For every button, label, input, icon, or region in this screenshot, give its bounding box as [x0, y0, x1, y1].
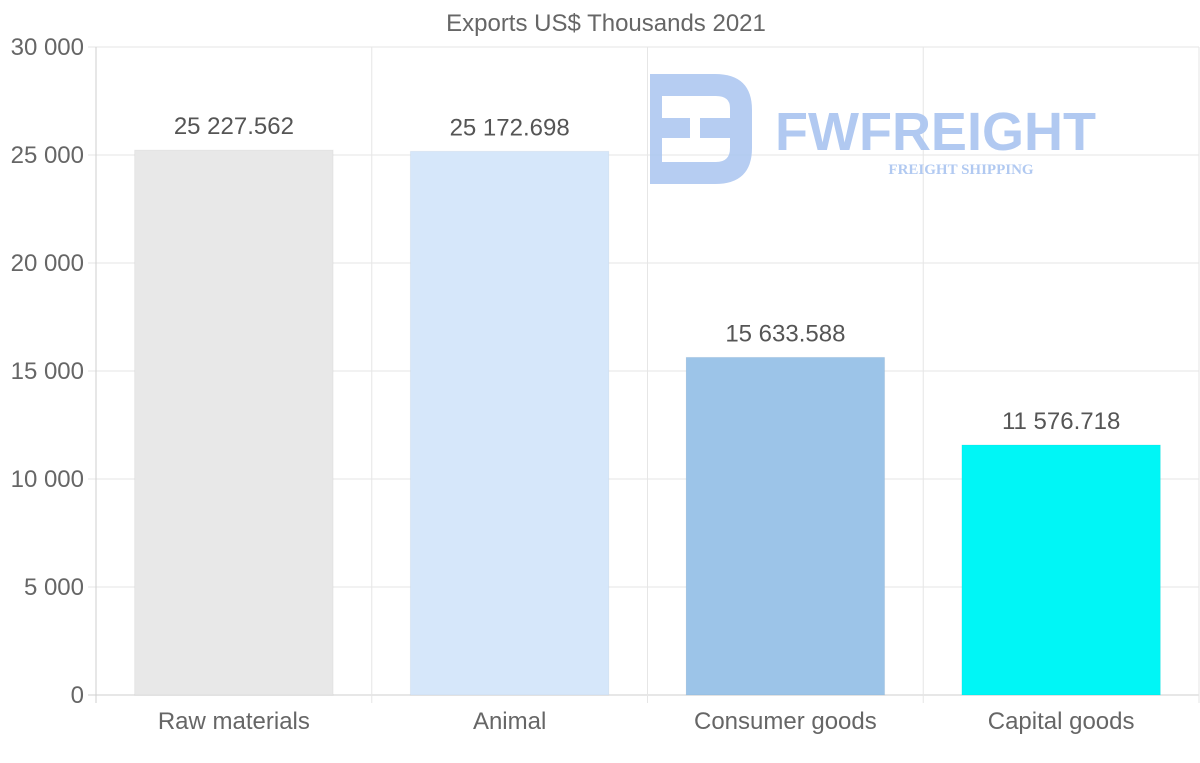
x-axis-labels: Raw materials Animal Consumer goods Capital… [158, 708, 1135, 735]
chart-title: Exports US$ Thousands 2021 [446, 10, 766, 37]
fwfreight-watermark: FWFREIGHT FREIGHT SHIPPING [650, 74, 1096, 184]
bar [134, 149, 334, 696]
x-tick-label: Capital goods [988, 708, 1135, 735]
y-tick-label: 0 [71, 682, 84, 709]
y-tick-label: 5 000 [24, 574, 84, 601]
x-tick-label: Consumer goods [694, 708, 877, 735]
y-tick-label: 30 000 [11, 34, 84, 61]
bar-value-label: 11 576.718 [1002, 408, 1120, 435]
bar-value-label: 25 172.698 [450, 114, 570, 141]
y-tick-label: 15 000 [11, 358, 84, 385]
bar-value-label: 15 633.588 [725, 320, 845, 347]
watermark-tagline: FREIGHT SHIPPING [888, 162, 1033, 178]
y-axis-ticks: 0 5 000 10 000 15 000 20 000 25 000 30 000 [11, 34, 84, 709]
data-labels: 25 227.562 25 172.698 15 633.588 11 576.718 [174, 113, 1120, 435]
bar [409, 150, 610, 696]
y-tick-label: 20 000 [11, 250, 84, 277]
y-tick-label: 10 000 [11, 466, 84, 493]
bars [134, 149, 1161, 696]
fwfreight-logo-icon [650, 74, 752, 184]
bar [685, 356, 886, 696]
y-tick-label: 25 000 [11, 142, 84, 169]
x-tick-label: Raw materials [158, 708, 310, 735]
bar-value-label: 25 227.562 [174, 113, 294, 140]
watermark-name: FWFREIGHT [775, 102, 1096, 162]
bar [961, 444, 1161, 696]
x-tick-label: Animal [473, 708, 546, 735]
